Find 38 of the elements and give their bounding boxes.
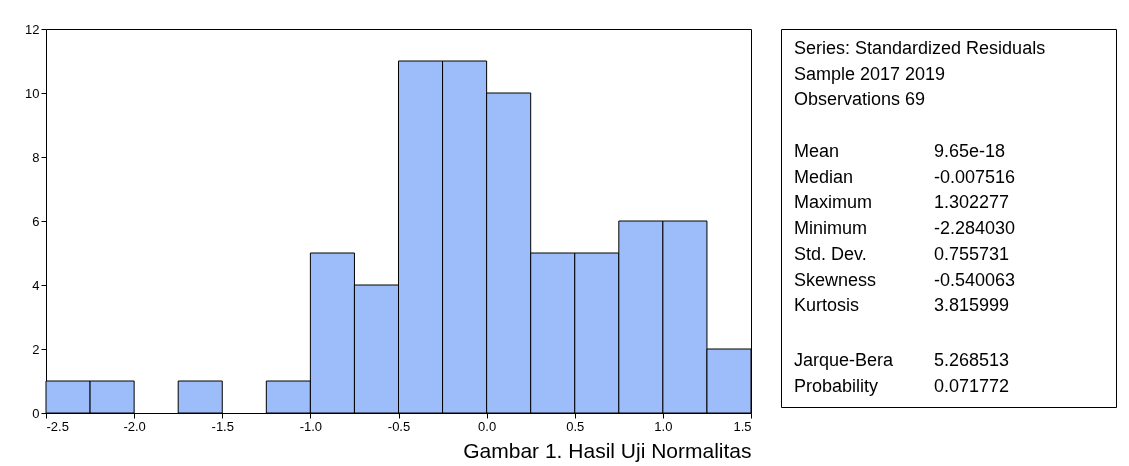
text: Sample 2017 2019 — [794, 63, 946, 84]
x-tick-label: 0.5 — [566, 418, 585, 434]
x-tick-label: 1.5 — [733, 418, 752, 434]
y-tick-label: 12 — [25, 21, 40, 37]
x-tick-label: -2.5 — [46, 418, 69, 434]
text: 5.268513 — [934, 349, 1010, 370]
text: -0.540063 — [934, 269, 1016, 290]
text: Minimum — [794, 218, 868, 239]
text: Jarque-Bera — [794, 349, 895, 370]
text: Gambar 1. Hasil Uji Normalitas — [463, 439, 752, 462]
x-tick-label: 0.0 — [478, 418, 497, 434]
text: Maximum — [794, 192, 873, 213]
y-tick-label: 8 — [32, 149, 40, 165]
text: Median — [794, 166, 854, 187]
text: Probability — [794, 375, 879, 396]
text: Series: Standardized Residuals — [794, 38, 1046, 58]
text: Std. Dev. — [794, 243, 867, 264]
x-tick-label: -1.0 — [299, 418, 323, 434]
text: 9.65e-18 — [934, 141, 1006, 161]
text: -2.284030 — [934, 218, 1016, 239]
x-tick-label: -1.5 — [211, 418, 234, 434]
x-tick-label: -0.5 — [387, 418, 411, 434]
text: Skewness — [794, 269, 877, 290]
text: Mean — [794, 141, 840, 161]
y-tick-label: 0 — [32, 405, 40, 421]
y-tick-label: 10 — [25, 85, 40, 101]
y-tick-label: 4 — [32, 277, 40, 293]
text: 1.302277 — [934, 192, 1010, 213]
text: Kurtosis — [794, 295, 860, 316]
text: 0.071772 — [934, 375, 1010, 396]
text: 0.755731 — [934, 243, 1010, 264]
text: Observations 69 — [794, 89, 926, 109]
x-tick-label: 1.0 — [654, 418, 673, 434]
x-tick-label: -2.0 — [123, 418, 146, 434]
y-tick-label: 2 — [32, 341, 40, 357]
y-tick-label: 6 — [32, 213, 40, 229]
text: 3.815999 — [934, 295, 1010, 316]
text: -0.007516 — [934, 166, 1016, 187]
